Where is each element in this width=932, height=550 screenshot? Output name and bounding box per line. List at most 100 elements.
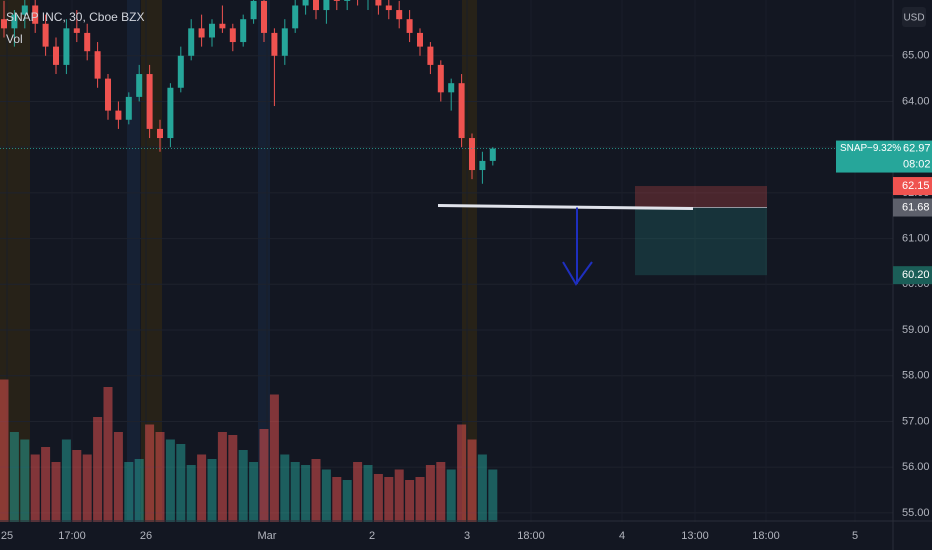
candle-body: [406, 19, 413, 33]
chart-title: SNAP INC, 30, Cboe BZX: [6, 10, 145, 24]
candle-body: [469, 138, 475, 171]
candle-body: [489, 148, 496, 161]
candle-body: [177, 55, 184, 88]
candle-body: [229, 28, 236, 43]
session-band: [127, 0, 140, 522]
volume-bar: [457, 424, 467, 522]
candle-body: [125, 96, 132, 120]
candle-body: [21, 5, 28, 15]
volume-bar: [332, 477, 342, 522]
volume-bar: [467, 439, 477, 522]
volume-bar: [134, 459, 144, 522]
y-tick-label: 55.00: [902, 507, 930, 519]
candle-body: [11, 14, 18, 29]
x-tick-label: 17:00: [58, 530, 86, 542]
candle-body: [73, 28, 80, 33]
volume-bar: [9, 432, 19, 522]
candle-body: [219, 23, 226, 29]
candle-body: [94, 51, 101, 79]
x-tick-label: 5: [852, 530, 858, 542]
x-tick-label: 18:00: [517, 530, 545, 542]
volume-bar: [384, 477, 394, 522]
volume-bar: [488, 469, 498, 522]
y-tick-label: 64.00: [902, 95, 930, 107]
candle-body: [333, 0, 340, 1]
volume-label: Vol: [6, 32, 23, 46]
volume-bar: [30, 454, 40, 522]
candle-body: [209, 23, 215, 38]
last-price: 62.97: [903, 142, 931, 154]
x-tick-label: 3: [464, 530, 470, 542]
volume-bar: [373, 474, 383, 522]
y-tick-label: 58.00: [902, 370, 930, 382]
trend-line: [437, 204, 694, 211]
target-tag-label: 60.20: [902, 269, 930, 281]
stop-zone: [635, 186, 767, 208]
volume-bar: [51, 462, 61, 522]
candle-body: [167, 87, 174, 139]
candle-body: [146, 74, 153, 129]
y-tick-label: 57.00: [902, 415, 930, 427]
volume-bar: [342, 480, 352, 522]
volume-bar: [249, 462, 259, 522]
volume-bar: [41, 447, 51, 522]
candle-body: [396, 10, 403, 20]
volume-bar: [321, 469, 331, 522]
volume-bar: [113, 432, 123, 522]
volume-bar: [363, 465, 373, 522]
candle-body: [261, 0, 267, 33]
entry-tag: [893, 198, 932, 217]
volume-bar: [436, 462, 446, 522]
drawings: [0, 148, 893, 286]
volume-bar: [425, 465, 435, 522]
last-change: −9.32%: [867, 143, 901, 154]
volume-bar: [103, 387, 113, 522]
candle-body: [385, 5, 392, 11]
volume-bar: [176, 444, 186, 522]
volume-bar: [446, 469, 456, 522]
volume-bar: [20, 439, 30, 522]
candles: [1, 0, 496, 184]
candle-body: [136, 74, 143, 97]
candle-body: [427, 46, 434, 65]
x-tick-label: 25: [1, 530, 13, 542]
currency: USD: [903, 13, 924, 24]
candle-body: [344, 0, 351, 1]
y-tick-label: 61.00: [902, 233, 930, 245]
axes: 55.0056.0057.0058.0059.0060.0061.0062.00…: [1, 50, 932, 542]
volume-bar: [186, 465, 196, 522]
candle-body: [458, 83, 465, 139]
candle-body: [313, 0, 319, 11]
candle-body: [105, 78, 111, 111]
stop-tag-label: 62.15: [902, 180, 930, 192]
candle-body: [115, 110, 122, 120]
x-tick-label: 26: [140, 530, 152, 542]
candle-body: [323, 0, 330, 11]
volume-bar: [61, 439, 71, 522]
target-zone: [635, 207, 767, 276]
volume-bar: [124, 462, 134, 522]
candle-body: [188, 28, 195, 56]
candle-body: [479, 160, 486, 171]
candle-body: [281, 28, 288, 56]
volume-bar: [405, 480, 415, 522]
candle-body: [63, 28, 70, 65]
volume-bar: [217, 432, 227, 522]
volume-bar: [269, 394, 279, 522]
x-tick-label: 13:00: [681, 530, 709, 542]
volume-bar: [353, 462, 363, 522]
y-tick-label: 65.00: [902, 50, 930, 62]
candle-body: [437, 64, 444, 93]
volume-bar: [259, 429, 269, 522]
volume-bar: [0, 379, 9, 522]
x-tick-label: Mar: [258, 530, 277, 542]
candle-body: [250, 0, 257, 20]
volume: [0, 379, 498, 522]
entry-tag-label: 61.68: [902, 201, 930, 213]
candle-body: [198, 28, 205, 38]
volume-bar: [301, 465, 311, 522]
last-price-tag: [836, 140, 932, 173]
x-tick-label: 4: [619, 530, 625, 542]
candle-body: [84, 32, 91, 52]
